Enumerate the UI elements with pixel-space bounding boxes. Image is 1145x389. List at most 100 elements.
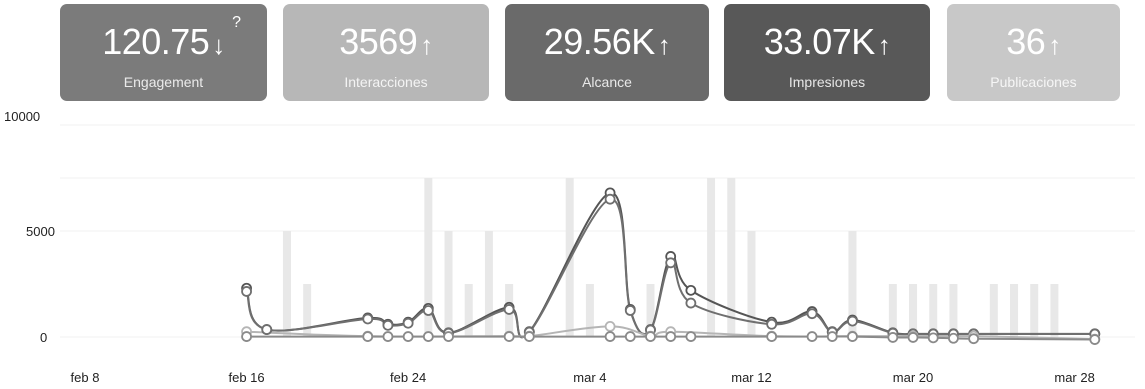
bar bbox=[484, 231, 493, 337]
trend-down-icon: ↓ bbox=[212, 30, 225, 60]
bar bbox=[585, 284, 594, 337]
data-point bbox=[624, 331, 636, 342]
bar bbox=[1050, 284, 1059, 337]
data-point bbox=[685, 297, 697, 309]
kpi-value: 120.75 bbox=[102, 21, 210, 62]
trend-up-icon: ↑ bbox=[877, 30, 891, 60]
bar bbox=[444, 231, 453, 337]
data-point bbox=[382, 319, 394, 331]
point-layer bbox=[241, 187, 1101, 345]
data-point bbox=[645, 331, 656, 342]
bar bbox=[1030, 284, 1039, 337]
kpi-value: 36 bbox=[1006, 21, 1046, 62]
trend-up-icon: ↑ bbox=[1048, 30, 1061, 60]
bar bbox=[929, 284, 938, 337]
data-point bbox=[766, 331, 778, 342]
data-point bbox=[422, 305, 434, 316]
series-line bbox=[245, 198, 1095, 339]
data-point bbox=[927, 332, 939, 344]
kpi-value-row: 36 ↑ bbox=[947, 22, 1120, 65]
kpi-value-row: 3569 ↑ bbox=[283, 22, 489, 65]
data-point bbox=[624, 305, 636, 316]
data-point bbox=[604, 331, 616, 342]
kpi-interacciones[interactable]: 3569 ↑ Interacciones bbox=[283, 4, 489, 101]
data-point bbox=[362, 331, 374, 342]
kpi-impresiones[interactable]: 33.07K ↑ Impresiones bbox=[724, 4, 930, 101]
kpi-label: Interacciones bbox=[344, 74, 428, 90]
data-point bbox=[968, 333, 980, 345]
bar bbox=[424, 178, 433, 337]
data-point bbox=[241, 286, 252, 297]
bar bbox=[646, 284, 655, 337]
kpi-value-row: 120.75 ↓ bbox=[60, 22, 267, 65]
bar bbox=[949, 284, 958, 337]
data-point bbox=[503, 304, 515, 315]
data-point bbox=[503, 331, 515, 342]
data-point bbox=[826, 331, 838, 342]
x-tick-label: feb 8 bbox=[71, 370, 100, 385]
bar bbox=[848, 231, 857, 337]
data-point bbox=[948, 332, 959, 344]
data-point bbox=[847, 331, 858, 342]
x-tick-label: feb 24 bbox=[390, 370, 426, 385]
bar bbox=[989, 284, 998, 337]
kpi-value: 29.56K bbox=[543, 21, 656, 62]
data-point bbox=[806, 331, 818, 342]
bar bbox=[303, 284, 312, 337]
kpi-value: 3569 bbox=[339, 21, 418, 62]
data-point bbox=[443, 331, 454, 342]
x-tick-label: mar 28 bbox=[1054, 370, 1094, 385]
data-point bbox=[241, 331, 252, 342]
x-axis: feb 8 feb 16 feb 24 mar 4 mar 12 mar 20 mar 28 bbox=[71, 370, 1095, 385]
data-point bbox=[261, 324, 273, 335]
data-point bbox=[665, 257, 677, 269]
data-point bbox=[847, 315, 858, 327]
bar bbox=[1010, 284, 1019, 337]
trend-up-icon: ↑ bbox=[657, 30, 671, 60]
line-chart: 0 5000 10000 feb 8 feb 16 feb 24 mar 4 mar 12 m… bbox=[4, 110, 1135, 385]
data-point bbox=[887, 332, 899, 343]
x-tick-label: feb 16 bbox=[228, 370, 264, 385]
data-point bbox=[604, 193, 616, 205]
help-icon[interactable]: ? bbox=[232, 14, 241, 31]
kpi-publicaciones[interactable]: 36 ↑ Publicaciones bbox=[947, 4, 1120, 101]
bar bbox=[282, 231, 291, 337]
data-point bbox=[1089, 334, 1101, 345]
data-point bbox=[402, 331, 414, 342]
data-point bbox=[362, 313, 374, 325]
y-axis: 0 5000 10000 bbox=[4, 110, 55, 345]
kpi-value-row: 29.56K ↑ bbox=[505, 22, 709, 65]
x-tick-label: mar 12 bbox=[731, 370, 771, 385]
kpi-label: Publicaciones bbox=[990, 74, 1077, 90]
kpi-label: Alcance bbox=[582, 74, 632, 90]
bar bbox=[747, 231, 756, 337]
bar bbox=[909, 284, 918, 337]
kpi-label: Engagement bbox=[123, 74, 204, 90]
bar bbox=[727, 178, 736, 337]
trend-up-icon: ↑ bbox=[420, 30, 433, 60]
data-point bbox=[665, 331, 677, 342]
data-point bbox=[604, 320, 616, 332]
data-point bbox=[907, 332, 919, 343]
data-point bbox=[382, 331, 394, 342]
kpi-alcance[interactable]: 29.56K ↑ Alcance bbox=[505, 4, 709, 101]
data-point bbox=[685, 284, 697, 296]
data-point bbox=[766, 318, 778, 330]
bar bbox=[464, 284, 473, 337]
kpi-engagement[interactable]: 120.75 ↓ Engagement ? bbox=[60, 4, 267, 101]
data-point bbox=[402, 317, 414, 329]
data-point bbox=[806, 308, 818, 320]
kpi-label: Impresiones bbox=[788, 74, 866, 90]
x-tick-label: mar 4 bbox=[573, 370, 606, 385]
bar bbox=[707, 178, 716, 337]
y-tick-label: 0 bbox=[40, 330, 47, 345]
bar bbox=[888, 284, 897, 337]
data-point bbox=[685, 331, 697, 342]
kpi-value: 33.07K bbox=[763, 21, 876, 62]
kpi-value-row: 33.07K ↑ bbox=[724, 22, 930, 65]
data-point bbox=[523, 331, 535, 342]
grid-lines bbox=[60, 124, 1135, 338]
data-point bbox=[422, 331, 434, 342]
y-tick-label: 10000 bbox=[4, 110, 40, 124]
x-tick-label: mar 20 bbox=[893, 370, 933, 385]
